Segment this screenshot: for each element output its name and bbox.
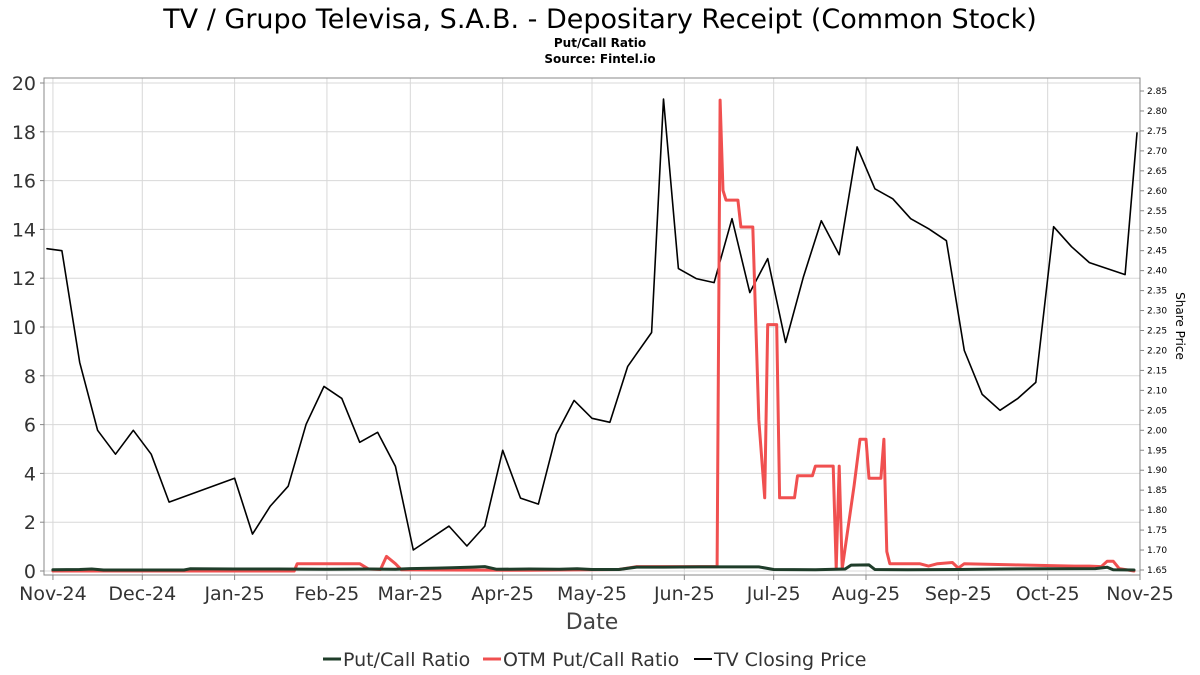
legend-item-put-call-ratio: Put/Call Ratio xyxy=(323,649,470,671)
y-tick-label: 12 xyxy=(12,268,36,290)
y-axis-right: 1.65 1.70 1.75 1.80 1.85 1.90 1.95 2.00 2.05 2.10… xyxy=(1140,87,1167,576)
x-tick-label: Nov-24 xyxy=(19,583,87,605)
y-right-tick-label: 2.55 xyxy=(1147,207,1167,217)
y-right-tick-label: 1.85 xyxy=(1147,486,1167,496)
y-axis-left: 0 2 4 6 8 10 12 14 16 18 20 xyxy=(12,73,44,583)
y-right-tick-label: 2.40 xyxy=(1147,267,1167,277)
y-right-tick-label: 2.65 xyxy=(1147,167,1167,177)
y-right-tick-label: 2.75 xyxy=(1147,127,1167,137)
series-line-tv-closing-price xyxy=(46,98,1138,551)
y-right-tick-label: 2.60 xyxy=(1147,187,1167,197)
gridlines xyxy=(44,78,1141,575)
y-right-tick-label: 1.70 xyxy=(1147,546,1167,556)
y-right-tick-label: 2.35 xyxy=(1147,287,1167,297)
x-tick-label: Mar-25 xyxy=(377,583,443,605)
y-right-tick-label: 1.80 xyxy=(1147,506,1167,516)
x-tick-label: Dec-24 xyxy=(108,583,176,605)
y-right-tick-label: 2.85 xyxy=(1147,87,1167,97)
y-tick-label: 18 xyxy=(12,122,36,144)
x-tick-label: Jan-25 xyxy=(203,583,264,605)
x-tick-label: Oct-25 xyxy=(1016,583,1080,605)
legend-label-put-call-ratio: Put/Call Ratio xyxy=(343,649,470,671)
y-right-tick-label: 1.75 xyxy=(1147,526,1167,536)
legend: Put/Call Ratio OTM Put/Call Ratio TV Clo… xyxy=(323,649,866,671)
legend-label-otm-put-call-ratio: OTM Put/Call Ratio xyxy=(503,649,679,671)
y-right-tick-label: 2.10 xyxy=(1147,386,1167,396)
y-right-tick-label: 2.15 xyxy=(1147,366,1167,376)
legend-label-tv-closing-price: TV Closing Price xyxy=(713,649,866,671)
x-tick-label: Nov-25 xyxy=(1106,583,1174,605)
legend-item-tv-closing-price: TV Closing Price xyxy=(694,649,866,671)
chart-source: Source: Fintel.io xyxy=(544,52,655,66)
y-right-tick-label: 1.95 xyxy=(1147,446,1167,456)
x-tick-label: May-25 xyxy=(557,583,627,605)
y-right-tick-label: 2.70 xyxy=(1147,147,1167,157)
y-tick-label: 10 xyxy=(12,317,36,339)
chart-subtitle: Put/Call Ratio xyxy=(554,36,646,50)
series-layer xyxy=(46,98,1138,573)
y-tick-label: 2 xyxy=(24,512,36,534)
y-tick-label: 20 xyxy=(12,73,36,95)
y-axis-right-title: Share Price xyxy=(1173,292,1187,360)
y-right-tick-label: 2.45 xyxy=(1147,247,1167,257)
y-right-tick-label: 2.05 xyxy=(1147,406,1167,416)
x-axis-title: Date xyxy=(566,610,619,635)
y-tick-label: 14 xyxy=(12,219,36,241)
x-tick-label: Apr-25 xyxy=(471,583,534,605)
x-tick-label: Sep-25 xyxy=(925,583,992,605)
legend-item-otm-put-call-ratio: OTM Put/Call Ratio xyxy=(483,649,679,671)
y-right-tick-label: 2.30 xyxy=(1147,307,1167,317)
chart-title: TV / Grupo Televisa, S.A.B. - Depositary… xyxy=(162,4,1037,35)
y-right-tick-label: 2.20 xyxy=(1147,346,1167,356)
y-right-tick-label: 2.25 xyxy=(1147,327,1167,337)
y-right-tick-label: 2.50 xyxy=(1147,227,1167,237)
x-tick-label: Jul-25 xyxy=(746,583,801,605)
y-right-tick-label: 1.65 xyxy=(1147,566,1167,576)
y-right-tick-label: 1.90 xyxy=(1147,466,1167,476)
y-tick-label: 4 xyxy=(24,463,36,485)
x-tick-label: Feb-25 xyxy=(295,583,360,605)
y-right-tick-label: 2.80 xyxy=(1147,107,1167,117)
y-right-tick-label: 2.00 xyxy=(1147,426,1167,436)
y-tick-label: 0 xyxy=(24,561,36,583)
y-tick-label: 8 xyxy=(24,366,36,388)
x-axis: Nov-24 Dec-24 Jan-25 Feb-25 Mar-25 Apr-25 May-… xyxy=(19,575,1174,605)
y-tick-label: 16 xyxy=(12,171,36,193)
x-tick-label: Aug-25 xyxy=(832,583,900,605)
x-tick-label: Jun-25 xyxy=(653,583,715,605)
y-tick-label: 6 xyxy=(24,415,36,437)
series-line-put-call-ratio xyxy=(51,563,1136,572)
